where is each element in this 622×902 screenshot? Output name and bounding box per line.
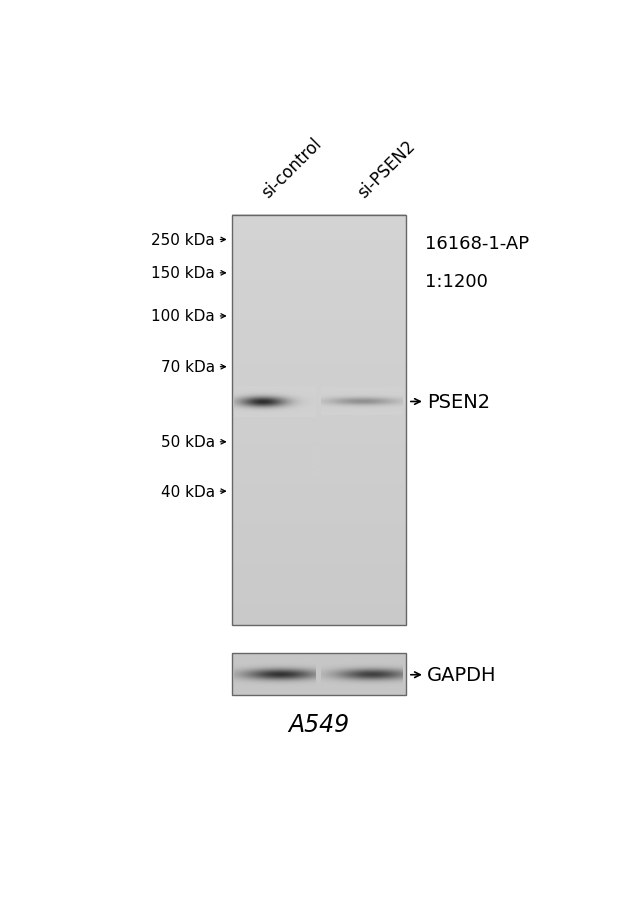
Text: 16168-1-AP: 16168-1-AP [425,235,529,253]
Text: si-PSEN2: si-PSEN2 [355,137,419,202]
Text: WWW.PTGLAB.COM: WWW.PTGLAB.COM [313,366,324,475]
Text: PSEN2: PSEN2 [427,392,490,411]
Bar [232,653,406,695]
Bar [232,216,406,626]
Text: 40 kDa: 40 kDa [161,484,215,499]
Text: 50 kDa: 50 kDa [161,435,215,450]
Text: 150 kDa: 150 kDa [151,266,215,281]
Text: si-control: si-control [258,135,325,202]
Text: GAPDH: GAPDH [427,666,497,685]
Text: 100 kDa: 100 kDa [151,309,215,324]
Text: 1:1200: 1:1200 [425,273,488,290]
Text: A549: A549 [288,713,350,736]
Text: 250 kDa: 250 kDa [151,233,215,248]
Text: 70 kDa: 70 kDa [161,360,215,375]
